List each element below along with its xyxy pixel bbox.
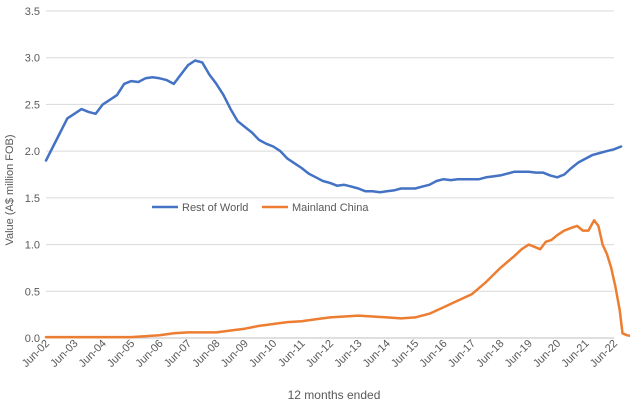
y-axis-label: Value (A$ million FOB) [4,134,16,245]
x-tick-label: Jun-06 [133,338,165,370]
gridlines [46,10,614,339]
x-tick-label: Jun-18 [474,338,506,370]
x-tick-label: Jun-17 [446,338,478,370]
series-line-mainland-china [44,219,630,339]
x-tick-label: Jun-07 [162,338,194,370]
x-tick-label: Jun-15 [389,338,421,370]
x-tick-label: Jun-05 [105,338,137,370]
x-tick-label: Jun-12 [304,338,336,370]
legend-label: Rest of World [182,202,248,214]
x-tick-label: Jun-19 [503,338,535,370]
x-tick-label: Jun-21 [559,338,591,370]
x-tick-label: Jun-09 [219,338,251,370]
y-tick-label: 3.0 [25,53,40,65]
series-lines [44,59,630,339]
x-axis-label: 12 months ended [288,388,381,402]
x-tick-label: Jun-04 [77,338,109,370]
x-tick-label: Jun-08 [190,338,222,370]
x-tick-label: Jun-22 [588,338,620,370]
legend-label: Mainland China [292,202,369,214]
x-tick-label: Jun-13 [332,338,364,370]
x-tick-label: Jun-03 [48,338,80,370]
y-tick-label: 1.0 [25,240,40,252]
y-tick-label: 1.5 [25,193,40,205]
x-axis-ticks: Jun-02Jun-03Jun-04Jun-05Jun-06Jun-07Jun-… [20,338,620,370]
x-tick-label: Jun-14 [361,338,393,370]
x-tick-label: Jun-11 [276,338,308,370]
series-line-rest-of-world [44,59,623,194]
y-tick-label: 3.5 [25,6,40,18]
y-tick-label: 2.5 [25,99,40,111]
y-axis-ticks: 0.0 0.5 1.0 1.5 2.0 2.5 3.0 3.5 [25,6,40,345]
x-tick-label: Jun-10 [247,338,279,370]
x-tick-label: Jun-16 [417,338,449,370]
legend: Rest of World Mainland China [152,202,369,214]
x-tick-label: Jun-20 [531,338,563,370]
y-tick-label: 0.0 [25,333,40,345]
y-tick-label: 0.5 [25,286,40,298]
y-tick-label: 2.0 [25,146,40,158]
